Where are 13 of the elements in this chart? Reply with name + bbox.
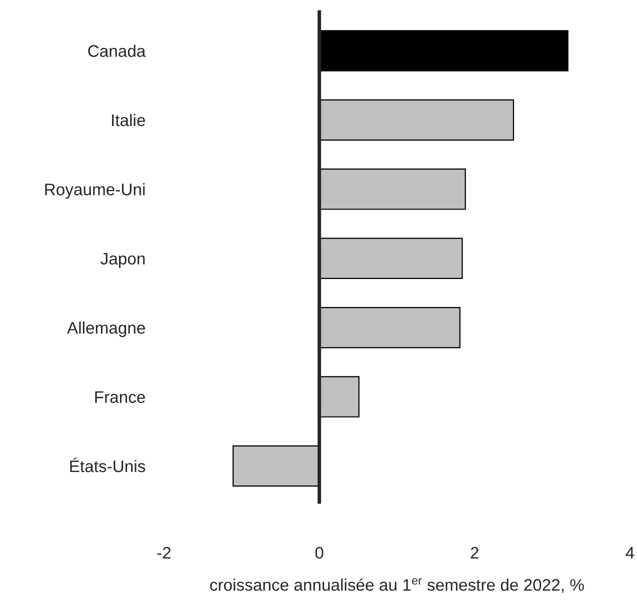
y-tick-label: Canada xyxy=(88,44,146,57)
x-tick-label: 4 xyxy=(626,547,634,559)
y-tick-label: Japon xyxy=(100,252,145,268)
y-tick-label: Allemagne xyxy=(67,322,145,338)
y-tick-label: France xyxy=(95,391,145,404)
y-tick-label: Royaume-Uni xyxy=(45,183,145,199)
x-tick-label: -2 xyxy=(157,546,171,559)
y-tick-label: États-Unis xyxy=(70,458,146,472)
x-tick-label: 2 xyxy=(470,546,478,559)
x-tick-label: 0 xyxy=(315,546,324,559)
bar xyxy=(232,445,320,487)
x-axis-title: croissance annualisée au 1$^{er}$ semestre de 2022, % xyxy=(210,578,584,593)
y-tick-label: Italie xyxy=(112,114,145,126)
